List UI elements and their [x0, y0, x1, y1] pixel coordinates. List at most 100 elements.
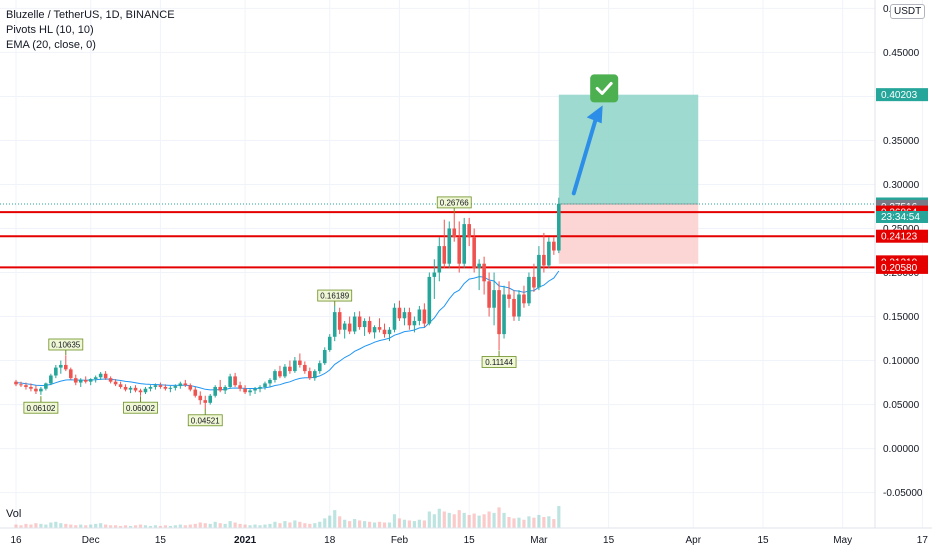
- candle[interactable]: [357, 311, 362, 330]
- ema-indicator-label[interactable]: EMA (20, close, 0): [6, 39, 96, 51]
- candle[interactable]: [447, 221, 452, 269]
- candle[interactable]: [173, 384, 178, 391]
- candle[interactable]: [218, 379, 222, 393]
- candle[interactable]: [78, 378, 83, 387]
- candle[interactable]: [382, 323, 387, 338]
- candle[interactable]: [367, 316, 372, 335]
- candle[interactable]: [392, 303, 397, 333]
- candle[interactable]: [148, 385, 153, 392]
- candle[interactable]: [158, 382, 163, 389]
- candle[interactable]: [278, 365, 282, 379]
- candle[interactable]: [512, 290, 516, 321]
- candle[interactable]: [103, 371, 108, 380]
- candle[interactable]: [347, 316, 352, 335]
- candle[interactable]: [497, 281, 501, 350]
- candle[interactable]: [337, 307, 342, 335]
- candle[interactable]: [273, 369, 277, 383]
- candle[interactable]: [407, 307, 412, 330]
- candle[interactable]: [193, 386, 198, 398]
- candle[interactable]: [342, 320, 347, 339]
- candle[interactable]: [537, 246, 541, 291]
- candle[interactable]: [14, 379, 18, 387]
- symbol-title[interactable]: Bluzelle / TetherUS, 1D, BINANCE: [6, 9, 175, 21]
- candle[interactable]: [88, 378, 93, 386]
- candle[interactable]: [502, 285, 506, 339]
- candle[interactable]: [268, 378, 272, 387]
- candle[interactable]: [542, 232, 546, 273]
- candle[interactable]: [477, 259, 481, 291]
- candle[interactable]: [34, 385, 38, 394]
- candle[interactable]: [352, 312, 357, 335]
- candle[interactable]: [213, 385, 217, 398]
- currency-button[interactable]: USDT: [890, 4, 926, 19]
- candle[interactable]: [54, 364, 58, 379]
- candle[interactable]: [293, 357, 297, 373]
- candle[interactable]: [263, 381, 267, 390]
- candle[interactable]: [68, 367, 73, 380]
- candle[interactable]: [168, 386, 173, 393]
- candle[interactable]: [228, 373, 232, 389]
- pivots-indicator-label[interactable]: Pivots HL (10, 10): [6, 24, 94, 36]
- candle[interactable]: [39, 386, 43, 395]
- candle[interactable]: [472, 228, 476, 273]
- candle[interactable]: [402, 307, 407, 326]
- candle[interactable]: [223, 385, 227, 394]
- candle[interactable]: [98, 371, 103, 380]
- candle[interactable]: [73, 374, 78, 386]
- candle[interactable]: [208, 393, 213, 405]
- candle[interactable]: [288, 360, 292, 374]
- candle[interactable]: [188, 383, 193, 392]
- candle[interactable]: [258, 385, 262, 393]
- candle[interactable]: [517, 290, 521, 321]
- candle[interactable]: [238, 381, 242, 392]
- candle[interactable]: [317, 360, 322, 374]
- candle[interactable]: [29, 383, 33, 392]
- candle[interactable]: [322, 347, 327, 365]
- candle[interactable]: [427, 272, 432, 326]
- candle[interactable]: [183, 379, 188, 387]
- candle[interactable]: [123, 384, 128, 392]
- candle[interactable]: [113, 379, 118, 387]
- candle[interactable]: [332, 305, 337, 342]
- candle[interactable]: [233, 372, 237, 387]
- candle[interactable]: [153, 383, 158, 390]
- candle[interactable]: [133, 385, 138, 393]
- candle[interactable]: [452, 212, 457, 242]
- candle[interactable]: [482, 256, 486, 295]
- candle[interactable]: [557, 197, 561, 254]
- candle[interactable]: [362, 318, 367, 336]
- candle[interactable]: [522, 285, 526, 308]
- candle[interactable]: [138, 388, 143, 396]
- candle[interactable]: [377, 318, 382, 333]
- candle[interactable]: [128, 386, 133, 394]
- candle[interactable]: [442, 219, 447, 269]
- candle[interactable]: [118, 381, 123, 389]
- candle[interactable]: [552, 237, 556, 255]
- candle[interactable]: [387, 327, 392, 342]
- candle[interactable]: [437, 237, 442, 282]
- candle[interactable]: [44, 382, 48, 391]
- candle[interactable]: [432, 259, 437, 299]
- candle[interactable]: [532, 263, 536, 292]
- candle[interactable]: [248, 388, 252, 396]
- candle[interactable]: [24, 382, 28, 390]
- candle[interactable]: [143, 386, 148, 394]
- candle[interactable]: [457, 221, 462, 273]
- candle[interactable]: [422, 303, 427, 328]
- candle[interactable]: [163, 384, 168, 391]
- candle[interactable]: [108, 376, 113, 384]
- candle[interactable]: [49, 373, 53, 386]
- candle[interactable]: [253, 386, 257, 394]
- candle[interactable]: [198, 391, 203, 405]
- candle[interactable]: [527, 272, 531, 306]
- candle[interactable]: [203, 395, 208, 409]
- candle[interactable]: [487, 272, 491, 317]
- candle[interactable]: [372, 325, 377, 339]
- candle[interactable]: [467, 217, 471, 247]
- candle[interactable]: [64, 355, 68, 372]
- candle[interactable]: [19, 381, 23, 387]
- candle[interactable]: [507, 281, 511, 308]
- candle[interactable]: [303, 361, 307, 374]
